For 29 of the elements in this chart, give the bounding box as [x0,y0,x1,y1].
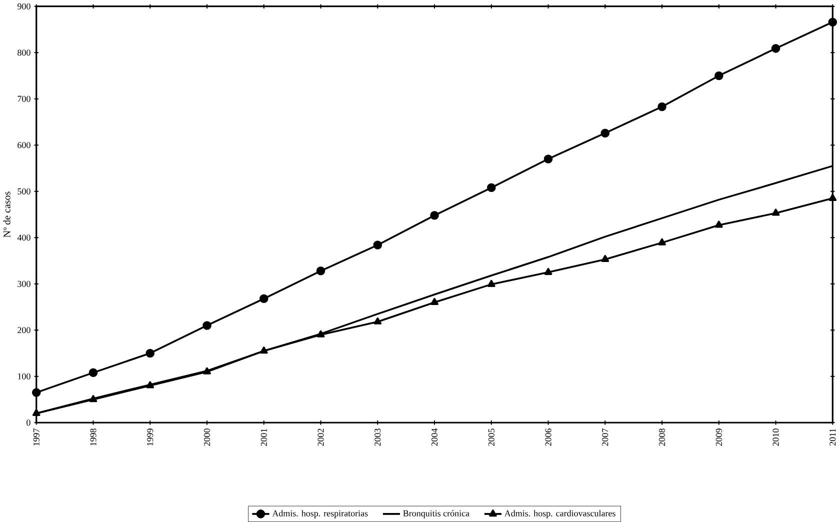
x-tick-label: 1999 [147,428,154,446]
x-tick-label: 2003 [374,428,381,446]
x-tick-label: 2009 [716,428,722,446]
y-tick-label: 500 [18,188,30,194]
x-tick-label: 2011 [830,428,836,446]
legend-label: Bronquitis crónica [403,510,470,518]
y-tick-label: 100 [18,373,30,380]
x-tick-label: 2007 [602,428,608,446]
x-tick-label: 1998 [90,428,96,446]
y-tick-label: 400 [17,234,30,241]
x-tick-label: 2006 [545,428,552,446]
x-tick-label: 2002 [318,428,324,446]
legend-label: Admis. hosp. respiratorias [272,510,368,518]
y-tick-label: 900 [18,3,30,10]
y-axis-title: Nº de casos [3,192,10,238]
x-tick-label: 2004 [431,428,438,446]
y-tick-label: 600 [18,142,30,148]
y-tick-label: 300 [18,280,30,287]
x-tick-label: 2010 [772,428,779,446]
legend-label: Admis. hosp. cardiovasculares [504,510,616,518]
x-tick-label: 1997 [33,428,40,446]
y-tick-label: 700 [18,96,30,102]
x-tick-label: 2008 [658,428,666,446]
y-tick-label: 0 [26,420,30,426]
x-tick-label: 2001 [260,428,267,446]
y-tick-label: 800 [18,50,30,56]
x-tick-label: 2005 [488,428,494,446]
y-tick-label: 200 [18,327,30,334]
x-tick-label: 2000 [204,428,210,446]
